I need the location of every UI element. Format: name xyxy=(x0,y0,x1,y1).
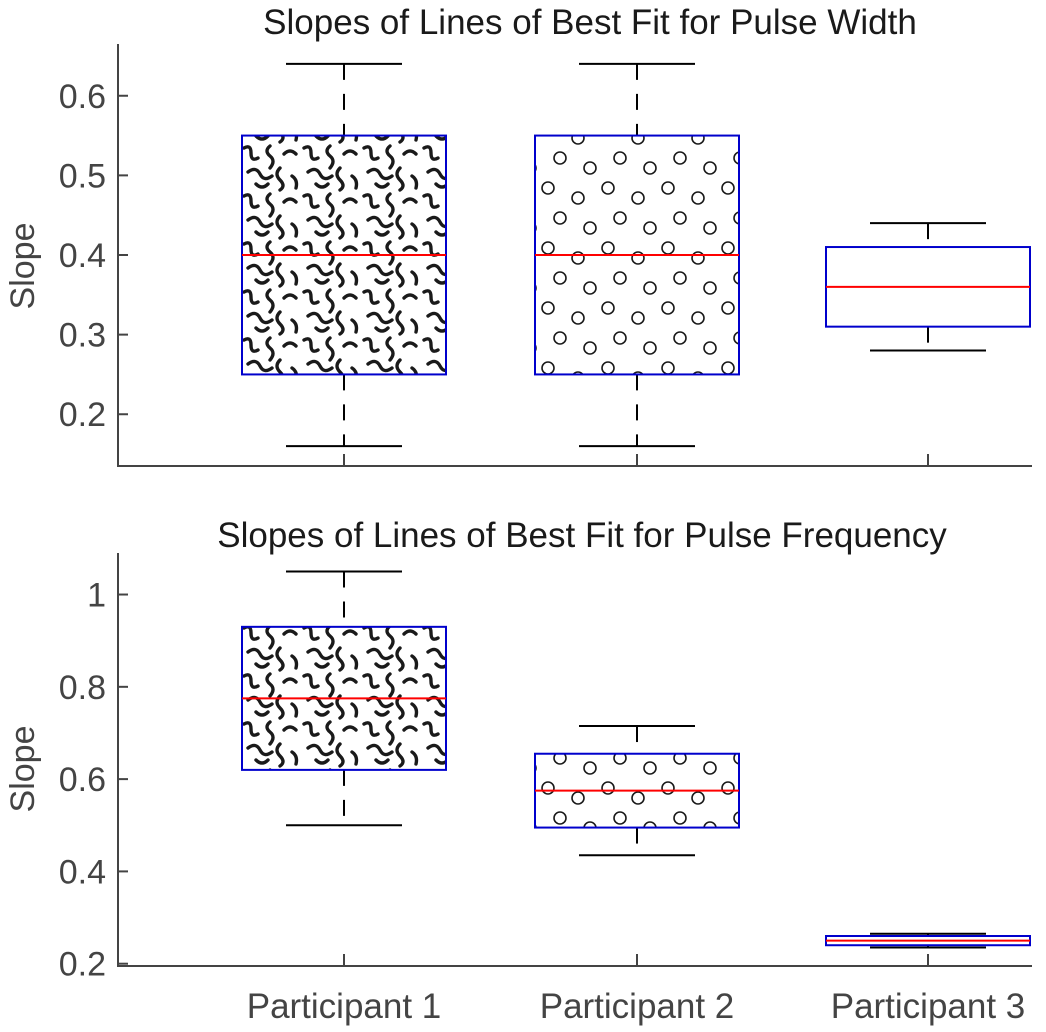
boxes-pulse-frequency xyxy=(241,570,1031,949)
y-ticks-pulse-frequency: 0.2 0.4 0.6 0.8 1 xyxy=(59,577,128,984)
chart-title-pulse-frequency: Slopes of Lines of Best Fit for Pulse Fr… xyxy=(217,516,947,555)
y-tick-label: 0.2 xyxy=(59,396,106,434)
x-tick-label: Participant 1 xyxy=(247,987,442,1026)
y-tick-label: 0.6 xyxy=(59,761,106,799)
y-tick-label: 0.4 xyxy=(59,853,106,891)
y-tick-label: 0.5 xyxy=(59,157,106,195)
box-group xyxy=(825,222,1031,352)
box-group xyxy=(534,62,740,448)
x-tick-label: Participant 2 xyxy=(540,987,735,1026)
panel-pulse-frequency: Slopes of Lines of Best Fit for Pulse Fr… xyxy=(4,516,1032,1026)
y-tick-label: 0.6 xyxy=(59,78,106,116)
y-tick-label: 0.3 xyxy=(59,317,106,355)
y-axis-label-pulse-width: Slope xyxy=(4,223,42,310)
panel-pulse-width: Slopes of Lines of Best Fit for Pulse Wi… xyxy=(4,3,1032,467)
x-ticks-pulse-frequency: Participant 1 Participant 2 Participant 3 xyxy=(247,954,1026,1026)
x-ticks-pulse-width xyxy=(343,454,929,466)
y-tick-label: 0.2 xyxy=(59,946,106,984)
box-group xyxy=(534,725,740,857)
y-tick-label: 1 xyxy=(87,577,106,615)
box-group xyxy=(241,570,447,827)
y-ticks-pulse-width: 0.2 0.3 0.4 0.5 0.6 xyxy=(59,78,128,434)
box-group xyxy=(825,932,1031,949)
chart-title-pulse-width: Slopes of Lines of Best Fit for Pulse Wi… xyxy=(263,3,917,42)
y-axis-label-pulse-frequency: Slope xyxy=(4,726,42,813)
boxes-pulse-width xyxy=(241,62,1031,448)
x-tick-label: Participant 3 xyxy=(831,987,1026,1026)
y-tick-label: 0.4 xyxy=(59,237,106,275)
y-tick-label: 0.8 xyxy=(59,669,106,707)
box-group xyxy=(241,62,447,448)
